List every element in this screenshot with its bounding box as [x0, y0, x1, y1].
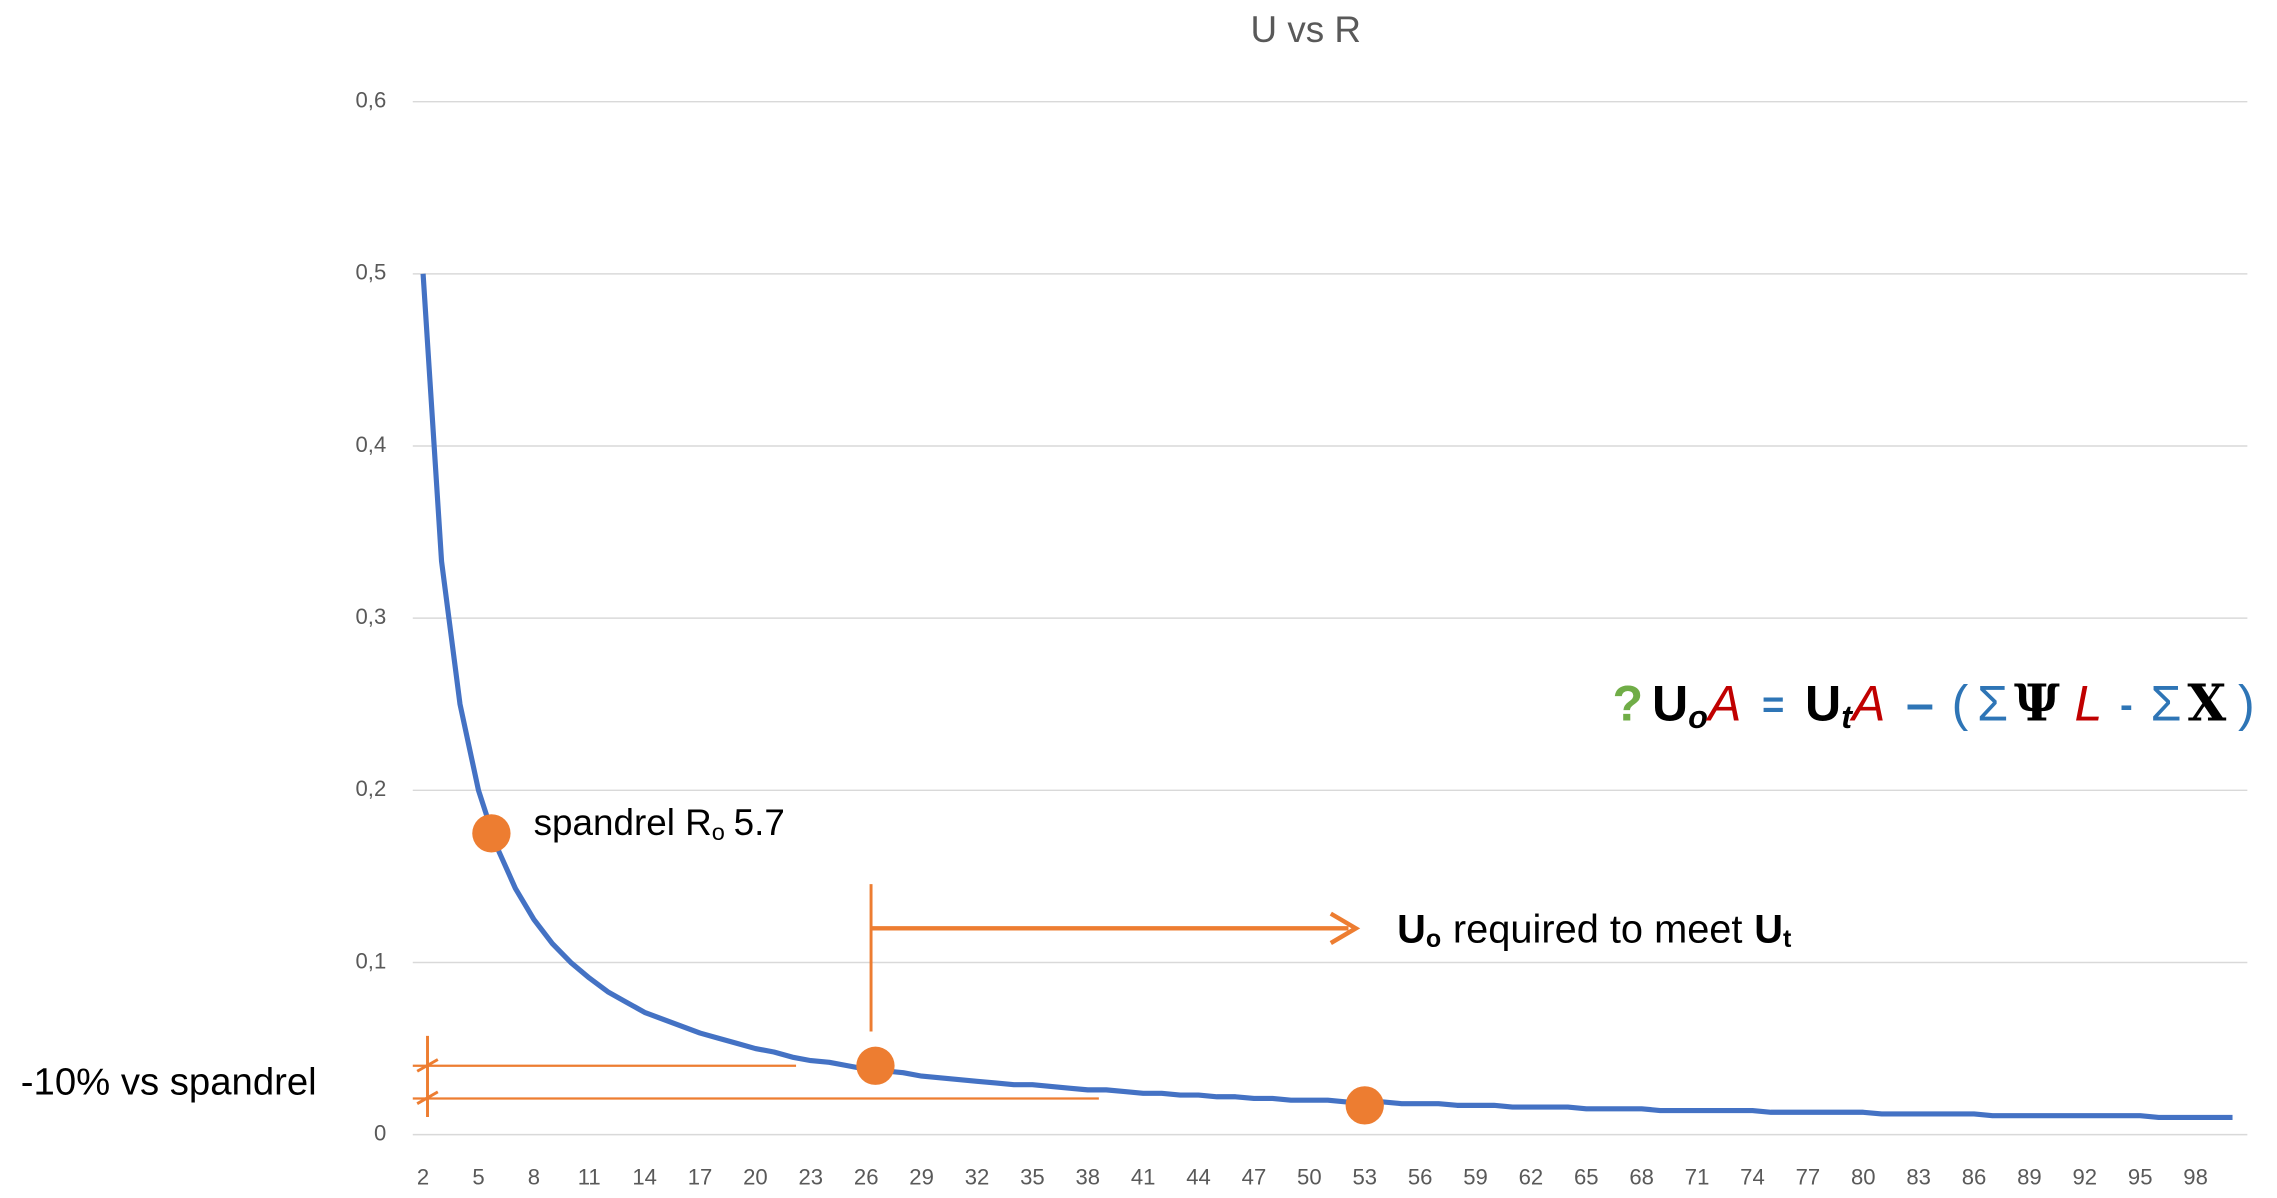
y-tick-label: 0,3 [356, 604, 387, 629]
text: U [1397, 907, 1426, 951]
t: ( [1952, 676, 1969, 732]
x-tick-label: 32 [965, 1165, 990, 1190]
t: - [2120, 683, 2133, 726]
x-tick-label: 23 [799, 1165, 824, 1190]
x-tick-label: 71 [1685, 1165, 1710, 1190]
spandrel-label: spandrel Ro 5.7 [534, 802, 785, 845]
t: o [1688, 699, 1708, 735]
x-tick-label: 89 [2017, 1165, 2042, 1190]
text: 5.7 [734, 802, 785, 843]
t: = [1762, 683, 1784, 726]
marker [472, 814, 511, 853]
subscript: t [1783, 925, 1792, 953]
x-tick-label: 50 [1297, 1165, 1322, 1190]
text: spandrel R [534, 802, 712, 843]
x-tick-label: 59 [1463, 1165, 1488, 1190]
y-tick-label: 0,6 [356, 88, 387, 113]
t: t [1841, 699, 1853, 735]
marker [1345, 1086, 1384, 1125]
x-tick-label: 86 [1962, 1165, 1987, 1190]
x-tick-label: 14 [632, 1165, 657, 1190]
x-tick-label: 17 [688, 1165, 713, 1190]
t: ? [1613, 676, 1644, 732]
grid: 0 0,1 0,2 0,3 0,4 0,5 0,6 2 5 8 11 14 17 20 23 26 29 32 35… [356, 88, 2248, 1190]
plot [412, 273, 2233, 1125]
x-tick-label: 62 [1519, 1165, 1544, 1190]
x-tick-label: 41 [1131, 1165, 1156, 1190]
required-label: Uo required to meet Ut [1397, 907, 1792, 953]
y-tick-label: 0,4 [356, 432, 387, 457]
x-tick-label: 95 [2128, 1165, 2153, 1190]
text: required to meet [1453, 907, 1743, 951]
text: U [1754, 907, 1783, 951]
x-tick-label: 11 [578, 1165, 601, 1190]
t: A [1705, 676, 1741, 732]
x-tick-label: 5 [472, 1165, 484, 1190]
x-tick-label: 2 [417, 1165, 429, 1190]
line [420, 273, 2233, 1121]
t: A [1849, 676, 1885, 732]
x-tick-label: 29 [909, 1165, 934, 1190]
x-tick-label: 35 [1020, 1165, 1045, 1190]
x-tick-label: 77 [1796, 1165, 1821, 1190]
x-tick-label: 56 [1408, 1165, 1433, 1190]
subscript: o [1426, 925, 1441, 953]
t: U [1652, 676, 1688, 732]
x-tick-label: 20 [743, 1165, 768, 1190]
t: Σ [1977, 676, 2008, 732]
t: ) [2238, 676, 2255, 732]
t: X [2187, 673, 2226, 732]
marker [856, 1046, 895, 1085]
subscript: o [712, 819, 725, 845]
t: Σ [2151, 676, 2182, 732]
x-tick-label: 38 [1075, 1165, 1100, 1190]
bracket-label: -10% vs spandrel [21, 1061, 317, 1104]
x-tick-label: 8 [528, 1165, 540, 1190]
y-tick-label: 0,2 [356, 776, 387, 801]
y-tick-label: 0,1 [356, 948, 387, 973]
x-tick-label: 47 [1242, 1165, 1267, 1190]
x-tick-label: 92 [2073, 1165, 2098, 1190]
x-tick-label: 68 [1629, 1165, 1654, 1190]
x-tick-label: 44 [1186, 1165, 1211, 1190]
formula: ? UoA = UtA –(Σ Ψ L - Σ X) [1613, 673, 2255, 734]
x-tick-label: 74 [1740, 1165, 1765, 1190]
break-mark [416, 1058, 439, 1105]
chart-title: U vs R [1250, 9, 1361, 50]
t: – [1906, 676, 1934, 732]
y-tick-label: 0 [374, 1120, 386, 1145]
t: Ψ [2014, 673, 2060, 732]
x-tick-label: 98 [2183, 1165, 2208, 1190]
arrow-head [1329, 911, 1361, 945]
t: L [2074, 676, 2102, 732]
x-tick-label: 26 [854, 1165, 879, 1190]
y-tick-label: 0,5 [356, 260, 387, 285]
x-tick-label: 65 [1574, 1165, 1599, 1190]
x-tick-label: 80 [1851, 1165, 1876, 1190]
x-tick-label: 83 [1906, 1165, 1931, 1190]
t: U [1805, 676, 1841, 732]
x-tick-label: 53 [1352, 1165, 1377, 1190]
